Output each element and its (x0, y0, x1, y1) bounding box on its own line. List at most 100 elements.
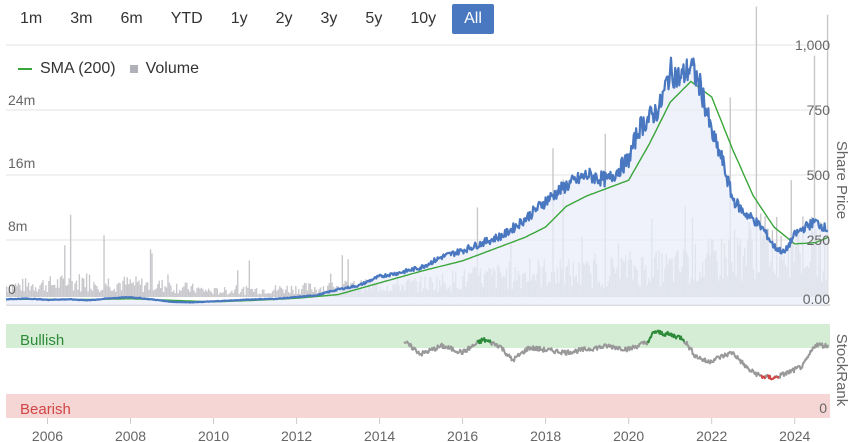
volume-bar (168, 282, 171, 297)
volume-bar (77, 289, 79, 297)
volume-bar (314, 287, 316, 297)
volume-legend-swatch (129, 65, 138, 73)
volume-bar (279, 286, 281, 297)
x-tick-label: 2006 (32, 428, 63, 442)
volume-bar (84, 287, 86, 297)
volume-bar (164, 286, 166, 297)
volume-bar (329, 273, 332, 297)
price-tick-label: 250 (807, 232, 831, 248)
volume-bar (266, 293, 268, 297)
volume-bar (42, 280, 44, 297)
volume-bar (274, 285, 277, 297)
volume-bar (280, 287, 282, 297)
range-button-2y[interactable]: 2y (264, 4, 305, 34)
range-button-3y[interactable]: 3y (309, 4, 350, 34)
volume-bar (7, 291, 9, 297)
volume-bar (283, 293, 285, 297)
volume-bar (229, 292, 232, 297)
volume-bar (26, 286, 28, 297)
volume-bar (216, 288, 219, 297)
range-button-all[interactable]: All (452, 4, 494, 34)
volume-bar (72, 290, 75, 297)
volume-bar (254, 289, 256, 297)
volume-bar (235, 285, 237, 297)
price-tick-label: 0.00 (803, 291, 830, 307)
volume-bar (302, 285, 304, 297)
volume-bar (232, 293, 235, 297)
volume-bar (276, 290, 278, 297)
volume-bar (250, 289, 252, 297)
volume-bar (74, 283, 76, 297)
volume-bar (177, 293, 179, 297)
volume-bar (133, 285, 136, 297)
sma-legend-label[interactable]: SMA (200) (40, 60, 116, 77)
volume-bar (71, 280, 73, 297)
volume-bar (289, 293, 291, 297)
volume-legend-label[interactable]: Volume (145, 60, 199, 77)
volume-bar (162, 292, 165, 297)
volume-bar (225, 290, 227, 297)
volume-bar (263, 289, 265, 297)
range-button-ytd[interactable]: YTD (159, 4, 215, 34)
x-tick-label: 2020 (613, 428, 644, 442)
volume-bar (119, 282, 121, 297)
range-button-5y[interactable]: 5y (353, 4, 394, 34)
volume-bar (29, 290, 31, 297)
volume-bar (129, 279, 131, 297)
range-button-1y[interactable]: 1y (219, 4, 260, 34)
range-button-3m[interactable]: 3m (58, 4, 104, 34)
volume-bar (56, 279, 59, 297)
volume-bar (116, 284, 118, 297)
volume-bar (194, 292, 197, 297)
volume-bar (35, 287, 37, 297)
volume-bar (10, 292, 12, 297)
volume-bar (23, 291, 25, 297)
volume-bar (98, 292, 101, 297)
volume-bar (222, 292, 224, 297)
volume-bar (347, 259, 349, 297)
volume-bar (43, 290, 46, 297)
stockrank-segment (826, 344, 829, 349)
volume-bar (141, 278, 143, 297)
volume-bar (239, 292, 242, 297)
volume-bar (270, 293, 272, 297)
volume-bar (287, 292, 290, 297)
sma-legend-swatch (18, 68, 32, 70)
range-button-6m[interactable]: 6m (108, 4, 154, 34)
range-button-10y[interactable]: 10y (398, 4, 448, 34)
volume-bar (148, 289, 150, 297)
volume-bar (184, 282, 187, 297)
volume-bar (81, 277, 83, 297)
volume-bar (165, 287, 168, 297)
volume-bar (226, 294, 229, 297)
volume-bar (157, 284, 159, 297)
volume-bar (223, 287, 226, 297)
volume-bar (190, 286, 192, 297)
volume-bar (295, 286, 297, 297)
volume-bar (87, 291, 89, 297)
volume-bar (187, 289, 190, 297)
price-tick-label: 1,000 (795, 37, 830, 53)
volume-bar (212, 293, 214, 297)
volume-bar (49, 276, 51, 297)
volume-bar (161, 279, 163, 297)
volume-bar (154, 289, 156, 297)
volume-bar (207, 288, 210, 297)
x-tick-label: 2016 (447, 428, 478, 442)
volume-bar (174, 293, 176, 297)
volume-bar (200, 287, 203, 297)
volume-bar (248, 260, 251, 297)
volume-bar (213, 288, 216, 297)
volume-bar (117, 282, 120, 297)
volume-bar (11, 284, 14, 297)
volume-bar (170, 285, 172, 297)
volume-bar (69, 214, 72, 297)
volume-bar (65, 285, 67, 297)
stockrank-tick-label: 0 (819, 400, 827, 416)
volume-bar (203, 291, 205, 297)
volume-bar (122, 280, 124, 297)
range-button-1m[interactable]: 1m (8, 4, 54, 34)
volume-bar (94, 284, 97, 297)
volume-bar (308, 283, 310, 297)
